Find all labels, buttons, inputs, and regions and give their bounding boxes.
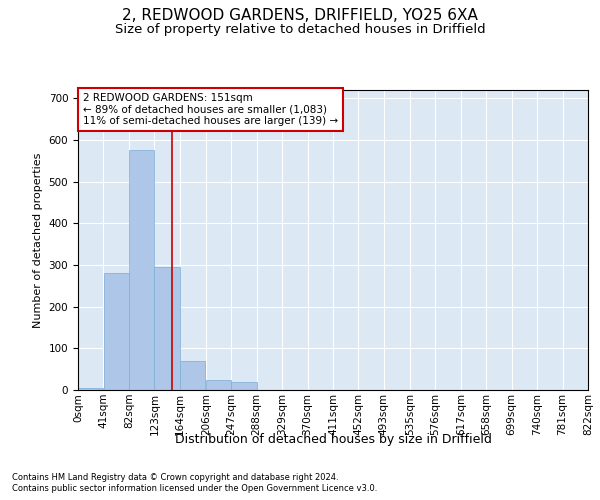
Bar [104, 274, 129, 390]
Bar [206, 380, 231, 390]
Bar [129, 150, 154, 390]
Y-axis label: Number of detached properties: Number of detached properties [33, 152, 43, 328]
Bar [154, 267, 179, 390]
Text: 2, REDWOOD GARDENS, DRIFFIELD, YO25 6XA: 2, REDWOOD GARDENS, DRIFFIELD, YO25 6XA [122, 8, 478, 22]
Text: Contains HM Land Registry data © Crown copyright and database right 2024.: Contains HM Land Registry data © Crown c… [12, 472, 338, 482]
Bar [232, 382, 257, 390]
Bar [180, 361, 205, 390]
Bar [78, 388, 103, 390]
Text: Contains public sector information licensed under the Open Government Licence v3: Contains public sector information licen… [12, 484, 377, 493]
Text: 2 REDWOOD GARDENS: 151sqm
← 89% of detached houses are smaller (1,083)
11% of se: 2 REDWOOD GARDENS: 151sqm ← 89% of detac… [83, 93, 338, 126]
Text: Size of property relative to detached houses in Driffield: Size of property relative to detached ho… [115, 22, 485, 36]
Text: Distribution of detached houses by size in Driffield: Distribution of detached houses by size … [175, 432, 491, 446]
